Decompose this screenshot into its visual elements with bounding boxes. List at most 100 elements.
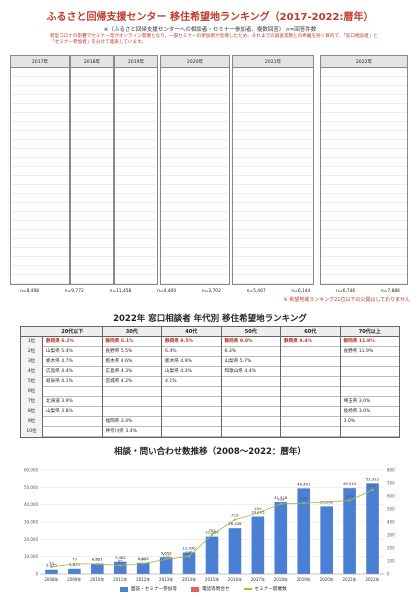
ranking-grid xyxy=(321,68,407,284)
age-ranking-title: 2022年 窓口相談者 年代別 移住希望地ランキング xyxy=(113,314,307,324)
seminar-count-label: 80 xyxy=(141,557,146,562)
y-tick-label: 50,000 xyxy=(24,485,38,490)
bar-total-label: 7,062 xyxy=(115,555,126,560)
age-group-label: 60代 xyxy=(281,327,341,336)
n-value: n=5,467 xyxy=(246,289,266,294)
ranking-table-2020: 2020年 xyxy=(160,55,230,285)
age-cell xyxy=(281,427,340,437)
age-cell xyxy=(103,397,162,407)
seminar-count-point xyxy=(371,488,374,492)
age-cell xyxy=(341,367,400,377)
bar-seminar xyxy=(45,569,58,574)
age-cell: 3.0% xyxy=(343,419,356,424)
age-cell xyxy=(281,387,340,397)
bar-seminar xyxy=(228,528,242,574)
page-subtitle: ※（ふるさと回帰支援センターへの相談者・セミナー参加者、複数回答） n=回答件数 xyxy=(103,27,317,33)
seminar-count-point xyxy=(119,564,122,567)
x-tick-label: 2012年 xyxy=(136,576,150,582)
age-cell: 静岡県 6.1% xyxy=(105,339,134,344)
n-value: n=8,498 xyxy=(20,289,40,294)
age-ranking-table: 20代以下 30代 40代 50代 60代 70代以上 1位 2位 3位 4位 5位 6位… xyxy=(20,326,400,438)
seminar-count-label: 136 xyxy=(185,549,193,554)
x-tick-label: 2017年 xyxy=(251,576,265,582)
age-group-label: 20代以下 xyxy=(43,327,103,336)
bar-seminar xyxy=(68,568,81,574)
bar-seminar xyxy=(343,488,356,574)
age-column: 静岡県 8.5% 6.4% 栃木県 4.9% 山梨県 4.3% 4.1% xyxy=(162,337,222,437)
y-tick-label: 10,000 xyxy=(24,554,38,559)
y2-tick-label: 600 xyxy=(387,494,395,499)
ranking-grid xyxy=(115,68,157,284)
ranking-grid xyxy=(71,68,113,284)
x-tick-label: 2014年 xyxy=(182,576,196,582)
x-tick-label: 2016年 xyxy=(228,576,242,582)
y2-tick-label: 0 xyxy=(387,572,390,577)
age-cell xyxy=(341,427,400,437)
age-cell xyxy=(43,417,102,427)
x-tick-label: 2008年 xyxy=(44,576,58,582)
age-column: 静岡県 9.8% 6.3% 山梨県 5.7% 和歌山県 4.4% xyxy=(222,337,281,437)
age-cell xyxy=(281,417,340,427)
bar-seminar xyxy=(366,483,379,574)
bar-total-label: 26,426 xyxy=(228,521,242,526)
ranking-header: 2018年 xyxy=(71,56,113,68)
seminar-count-point xyxy=(210,533,214,536)
seminar-count-point xyxy=(73,562,76,565)
seminar-count-point xyxy=(187,555,191,558)
age-column: 静岡県 6.1% 長野県 5.5% 栃木県 4.6% 広島県 4.3% 宮城県 4.2%… xyxy=(103,337,162,437)
bar-total-label: 49,514 xyxy=(343,481,357,486)
age-cell: 6.4% xyxy=(165,349,177,354)
age-column: 静岡県 11.9% 長野県 11.9% 埼玉県 3.0% 長崎県 3.0% 3.0% xyxy=(341,337,400,437)
age-cell: 山梨県 3.8% xyxy=(46,409,73,414)
seminar-count-point xyxy=(279,502,282,506)
x-tick-label: 2022年 xyxy=(365,576,379,582)
y2-tick-label: 400 xyxy=(387,520,395,525)
y2-tick-label: 800 xyxy=(387,468,395,473)
age-cell: 山梨県 5.4% xyxy=(46,349,73,354)
inquiry-trend-chart: 0 10,000 20,000 30,000 40,000 50,000 60,000 0 10… xyxy=(24,468,395,583)
age-cell: 長野県 5.5% xyxy=(105,349,133,354)
age-cell xyxy=(281,357,340,367)
n-value: n=3,702 xyxy=(201,289,221,294)
n-value: n=9,772 xyxy=(64,289,84,294)
age-cell xyxy=(281,347,340,357)
x-tick-label: 2020年 xyxy=(320,576,334,582)
age-group-label: 70代以上 xyxy=(358,329,381,335)
page-title: ふるさと回帰支援センター 移住希望地ランキング（2017-2022:暦年） xyxy=(46,12,374,23)
bar-seminar xyxy=(297,488,311,574)
age-cell xyxy=(162,427,221,437)
ranking-header: 2017年 xyxy=(11,56,69,68)
age-cell xyxy=(162,397,221,407)
rank-label: 6位 xyxy=(27,389,36,394)
age-cell: 宮城県 4.2% xyxy=(105,379,133,384)
age-cell: 静岡県 6.2% xyxy=(46,339,75,344)
age-cell: 4.1% xyxy=(165,379,177,384)
rank-label: 4位 xyxy=(27,369,36,374)
ranking-table-2017: 2017年 xyxy=(10,55,70,285)
bar-seminar xyxy=(159,557,173,574)
seminar-count-label: 647 xyxy=(369,483,377,488)
legend-label: 面談・セミナー参加等 xyxy=(131,587,177,592)
age-cell xyxy=(341,357,400,367)
seminar-count-line xyxy=(51,489,373,568)
age-cell xyxy=(281,407,340,417)
age-columns: 静岡県 6.2% 山梨県 5.4% 栃木県 4.7% 広島県 4.4% 岐阜県 4.1%… xyxy=(43,337,399,437)
seminar-count-point xyxy=(164,558,168,561)
y-tick-label: 0 xyxy=(35,572,38,577)
ranking-header: 2021年 xyxy=(233,56,313,68)
age-cell: 静岡県 9.8% xyxy=(224,339,253,344)
ranking-table-2019: 2019年 xyxy=(114,55,158,285)
ranking-table-2022: 2022年 xyxy=(320,55,408,285)
y-tick-label: 30,000 xyxy=(24,520,38,525)
age-cell: 長崎県 3.0% xyxy=(343,409,371,414)
age-group-header: 20代以下 30代 40代 50代 60代 70代以上 xyxy=(21,327,399,337)
age-cell: 福岡県 3.4% xyxy=(105,419,133,424)
bar-seminar xyxy=(136,562,150,574)
seminar-count-point xyxy=(256,511,260,515)
legend-item: 電話等問合せ xyxy=(190,586,230,592)
y-tick-label: 20,000 xyxy=(24,537,38,542)
x-tick-label: 2011年 xyxy=(113,576,127,582)
bar-seminar xyxy=(320,506,333,574)
seminar-count-label: 79 xyxy=(72,557,77,562)
age-cell xyxy=(222,417,281,427)
